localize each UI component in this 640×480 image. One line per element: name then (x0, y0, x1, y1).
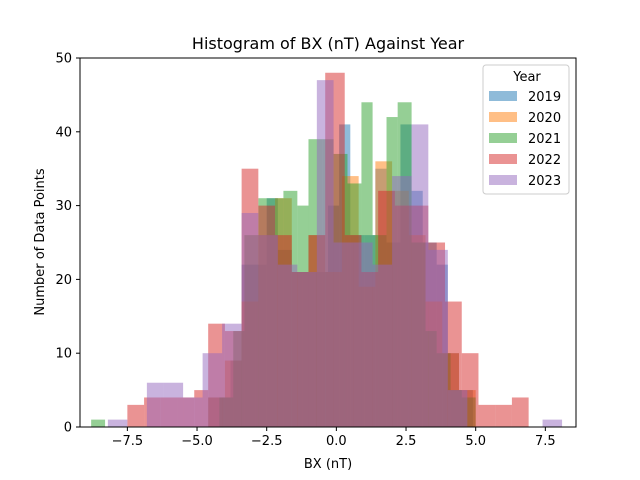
x-tick-label: −7.5 (112, 434, 144, 449)
bar-2023-2 (146, 382, 164, 427)
bar-2022-0 (127, 404, 145, 427)
bar-2023-4 (183, 397, 203, 427)
legend-label-2022: 2022 (528, 153, 561, 168)
chart-title: Histogram of BX (nT) Against Year (192, 34, 465, 53)
legend-title: Year (512, 70, 541, 85)
y-tick-label: 50 (55, 52, 72, 67)
bar-2023-14 (372, 264, 393, 427)
y-axis-title: Number of Data Points (33, 168, 48, 315)
bar-2023-7 (241, 212, 259, 427)
plot-frame (79, 57, 577, 428)
x-tick-label: 2.5 (396, 434, 417, 449)
bar-2022-22 (495, 404, 512, 427)
legend-swatch-2021 (489, 133, 517, 143)
x-tick-label: −5.0 (181, 434, 213, 449)
x-tick-label: 7.5 (535, 434, 556, 449)
bar-2022-23 (511, 397, 529, 427)
y-tick-label: 40 (55, 125, 72, 140)
x-axis-ticks: −7.5 −5.0 −2.5 0.0 2.5 5.0 7.5 (112, 427, 556, 449)
bar-2023-18 (447, 390, 468, 427)
legend-label-2023: 2023 (528, 174, 561, 189)
legend: Year 2019 2020 2021 2022 2023 (482, 64, 570, 195)
legend-label-2019: 2019 (528, 90, 561, 105)
bar-2023-0 (107, 419, 128, 427)
y-tick-label: 0 (64, 421, 72, 436)
legend-items: 2019 2020 2021 2022 2023 (489, 90, 561, 189)
y-tick-label: 20 (55, 273, 72, 288)
bar-2023-10 (297, 272, 317, 427)
histogram-bars (91, 72, 563, 428)
bar-2023-17 (428, 249, 448, 427)
x-tick-label: 5.0 (465, 434, 486, 449)
series-2023-bars (107, 80, 563, 428)
legend-swatch-2023 (489, 175, 517, 185)
legend-label-2021: 2021 (528, 132, 561, 147)
bar-2023-9 (277, 264, 298, 427)
legend-swatch-2019 (489, 91, 517, 101)
bar-2022-21 (478, 404, 496, 427)
bar-2021-0 (91, 419, 106, 427)
bar-2023-12 (333, 242, 354, 427)
y-tick-label: 30 (55, 199, 72, 214)
bar-2023-23 (542, 419, 563, 427)
bar-2023-3 (163, 382, 184, 427)
legend-swatch-2020 (489, 112, 517, 122)
bar-2023-8 (258, 235, 278, 427)
bar-2023-16 (411, 124, 429, 428)
bar-2023-11 (316, 80, 334, 427)
legend-swatch-2022 (489, 154, 517, 164)
y-tick-label: 10 (55, 347, 72, 362)
x-tick-label: −2.5 (251, 434, 283, 449)
bar-2023-13 (353, 242, 373, 427)
x-axis-title: BX (nT) (304, 457, 352, 472)
bar-2023-15 (392, 176, 412, 427)
legend-label-2020: 2020 (528, 111, 561, 126)
x-tick-label: 0.0 (326, 434, 347, 449)
y-axis-ticks: 0 10 20 30 40 50 (55, 52, 80, 436)
bar-2023-6 (222, 323, 242, 427)
bar-2023-5 (202, 353, 223, 427)
